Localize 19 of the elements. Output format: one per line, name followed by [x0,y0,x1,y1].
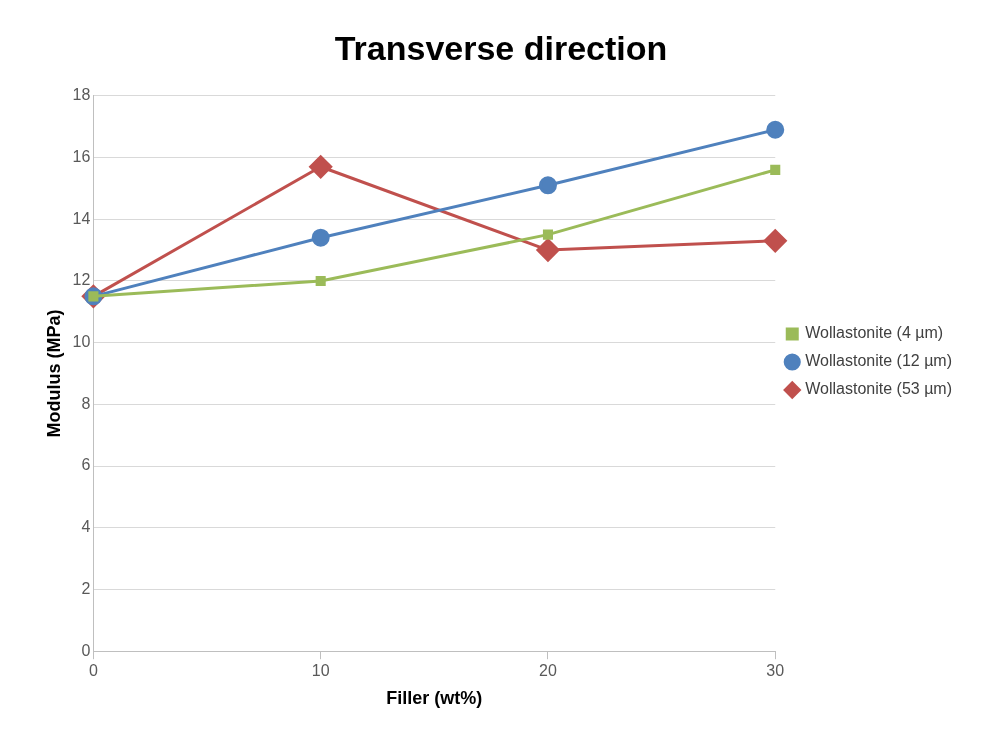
y-tick-label: 12 [72,271,91,289]
legend-label: Wollastonite (4 µm) [805,324,944,342]
y-tick-label: 6 [81,456,91,474]
legend-label: Wollastonite (12 µm) [805,352,952,370]
y-tick-label: 10 [72,333,91,351]
y-tick-label: 2 [81,579,91,597]
x-tick-label: 30 [766,662,785,680]
chart-title: Transverse direction [334,28,668,67]
y-tick-label: 4 [81,518,91,536]
y-axis-title: Modulus (MPa) [43,309,64,438]
legend-label: Wollastonite (53 µm) [805,380,952,398]
y-tick-label: 18 [72,86,91,104]
y-tick-label: 0 [81,641,91,659]
x-axis-title: Filler (wt%) [386,688,483,709]
y-tick-label: 14 [72,209,91,227]
y-tick-label: 8 [81,394,91,412]
x-tick-label: 20 [539,662,557,680]
x-tick-label: 10 [311,662,330,680]
y-tick-label: 16 [72,147,91,165]
